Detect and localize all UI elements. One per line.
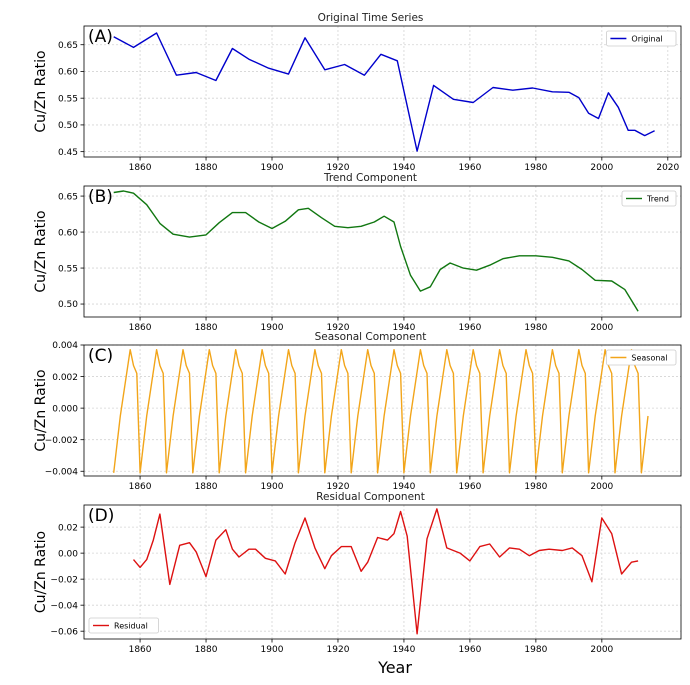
- x-tick-label: 1980: [524, 163, 547, 173]
- y-tick-label: 0.60: [58, 228, 78, 238]
- y-tick-label: 0.65: [58, 41, 78, 51]
- y-tick-label: −0.06: [50, 627, 78, 637]
- series-line-seasonal: [113, 349, 649, 474]
- panel-4: 1860 1880 1900 1920 1940 1960 1980 2000 −0.06 −0.…: [33, 491, 682, 655]
- legend-label: Residual: [114, 622, 148, 631]
- y-axis-label: Cu/Zn Ratio: [33, 50, 49, 132]
- y-tick-label: 0.60: [58, 68, 78, 78]
- x-tick-label: 1860: [129, 323, 152, 333]
- x-tick-label: 1900: [261, 645, 284, 655]
- x-tick-label: 1980: [524, 645, 547, 655]
- plot-frame: [83, 25, 682, 158]
- legend-label: Original: [631, 35, 662, 44]
- x-tick-label: 1960: [458, 323, 481, 333]
- legend-box: [88, 617, 159, 634]
- x-tick-label: 1860: [129, 645, 152, 655]
- panel-label: (A): [88, 27, 113, 47]
- figure-x-axis-label: Year: [377, 658, 412, 677]
- panel-title: Trend Component: [323, 172, 417, 184]
- legend: Residual: [88, 617, 159, 634]
- legend-box: [606, 30, 677, 47]
- series-line-residual: [132, 508, 639, 635]
- x-tick-label: 1900: [261, 323, 284, 333]
- y-tick-label: 0.02: [58, 523, 78, 533]
- x-tick-label: 1980: [524, 482, 547, 492]
- x-tick-label: 1960: [458, 482, 481, 492]
- x-tick-label: 1940: [392, 645, 415, 655]
- y-axis-label: Cu/Zn Ratio: [33, 369, 49, 451]
- y-tick-label: 0.50: [58, 121, 78, 131]
- x-tick-label: 1880: [195, 163, 218, 173]
- x-tick-label: 1860: [129, 482, 152, 492]
- plot-frame: [83, 344, 682, 477]
- y-tick-label: 0.55: [58, 94, 78, 104]
- x-tick-label: 1960: [458, 163, 481, 173]
- y-tick-label: 0.50: [58, 300, 78, 310]
- x-tick-label: 1900: [261, 482, 284, 492]
- series-line-trend: [113, 190, 639, 312]
- legend-box: [621, 190, 677, 207]
- x-tick-label: 1920: [327, 482, 350, 492]
- panel-title: Original Time Series: [318, 12, 424, 24]
- y-tick-label: −0.04: [50, 601, 78, 611]
- x-tick-label: 1980: [524, 323, 547, 333]
- x-tick-label: 1880: [195, 482, 218, 492]
- x-tick-label: 1900: [261, 163, 284, 173]
- x-tick-label: 1860: [129, 163, 152, 173]
- x-tick-label: 1920: [327, 645, 350, 655]
- legend-box: [606, 349, 677, 366]
- panel-1: 1860 1880 1900 1920 1940 1960 1980 2000 2020 0.45…: [33, 12, 682, 173]
- y-tick-label: −0.02: [50, 575, 78, 585]
- panels: 1860 1880 1900 1920 1940 1960 1980 2000 2020 0.45…: [33, 12, 682, 655]
- x-tick-label: 1940: [392, 482, 415, 492]
- x-tick-label: 1940: [392, 163, 415, 173]
- y-tick-label: 0.000: [52, 404, 78, 414]
- x-tick-label: 1920: [327, 323, 350, 333]
- x-tick-label: 1940: [392, 323, 415, 333]
- panel-label: (B): [88, 187, 113, 207]
- y-tick-label: 0.00: [58, 549, 78, 559]
- panel-label: (C): [88, 346, 113, 366]
- y-tick-label: 0.004: [52, 341, 78, 351]
- y-tick-label: −0.002: [45, 436, 78, 446]
- x-tick-label: 1880: [195, 323, 218, 333]
- series-line-original: [113, 32, 655, 152]
- y-axis-label: Cu/Zn Ratio: [33, 531, 49, 613]
- panel-title: Seasonal Component: [315, 331, 427, 343]
- x-tick-label: 2000: [590, 482, 613, 492]
- y-tick-label: −0.004: [45, 467, 79, 477]
- x-tick-label: 1960: [458, 645, 481, 655]
- plot-frame: [83, 185, 682, 318]
- x-tick-label: 2000: [590, 645, 613, 655]
- y-tick-label: 0.002: [52, 373, 78, 383]
- x-tick-label: 2000: [590, 163, 613, 173]
- panel-2: 1860 1880 1900 1920 1940 1960 1980 2000 0.50 0.55…: [33, 172, 682, 333]
- panel-title: Residual Component: [316, 491, 425, 503]
- y-tick-label: 0.45: [58, 148, 78, 158]
- x-tick-label: 1880: [195, 645, 218, 655]
- y-axis-label: Cu/Zn Ratio: [33, 210, 49, 292]
- x-tick-label: 2000: [590, 323, 613, 333]
- legend: Trend: [621, 190, 677, 207]
- panel-label: (D): [88, 506, 114, 526]
- x-tick-label: 1920: [327, 163, 350, 173]
- y-tick-label: 0.65: [58, 192, 78, 202]
- x-tick-label: 2020: [656, 163, 679, 173]
- plot-frame: [83, 504, 682, 640]
- legend-label: Seasonal: [631, 354, 667, 363]
- legend: Seasonal: [606, 349, 677, 366]
- y-tick-label: 0.55: [58, 264, 78, 274]
- panel-3: 1860 1880 1900 1920 1940 1960 1980 2000 −0.004 −0…: [33, 331, 682, 492]
- legend: Original: [606, 30, 677, 47]
- legend-label: Trend: [646, 195, 669, 204]
